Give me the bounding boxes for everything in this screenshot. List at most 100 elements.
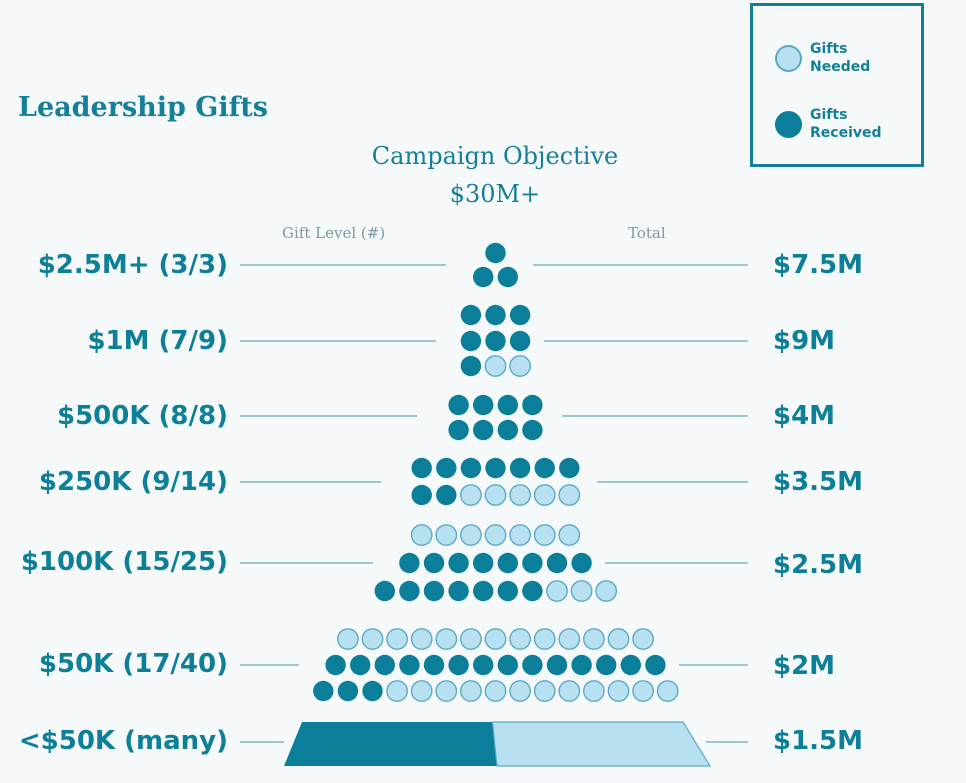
gift-received-dot — [645, 654, 666, 676]
gift-needed-dot — [558, 628, 581, 650]
gift-received-dot — [509, 457, 531, 479]
gift-received-dot — [522, 419, 543, 441]
gift-needed-dot — [435, 628, 458, 650]
gift-needed-dot — [632, 680, 654, 702]
gift-received-dot — [423, 552, 445, 574]
legend-needed-label: Gifts Needed — [810, 41, 871, 75]
level-total: $2M — [773, 651, 836, 681]
gift-needed-dot — [509, 524, 531, 546]
gift-needed-dot — [459, 628, 482, 650]
gift-received-dot — [399, 552, 420, 574]
base-received-segment — [284, 722, 497, 766]
gift-needed-dot — [484, 628, 507, 650]
level-total: $9M — [773, 326, 836, 356]
gift-received-dot — [460, 355, 482, 377]
gift-received-dot — [473, 552, 494, 574]
gift-needed-dot — [410, 524, 433, 546]
gift-received-dot — [596, 654, 617, 676]
gift-received-dot — [497, 419, 518, 441]
gift-needed-dot — [656, 680, 679, 702]
gift-received-dot — [411, 457, 432, 479]
base-needed-segment — [491, 721, 712, 767]
gift-needed-dot — [607, 680, 630, 702]
gift-needed-dot — [336, 628, 359, 650]
gift-received-dot — [473, 394, 494, 416]
gift-received-dot — [546, 654, 568, 676]
gift-received-dot — [522, 394, 543, 416]
gift-received-dot — [522, 580, 543, 602]
gift-received-dot — [546, 552, 568, 574]
legend-item-received: Gifts Received — [775, 106, 890, 142]
gift-received-dot — [534, 457, 555, 479]
gift-needed-dot — [361, 628, 384, 650]
gift-needed-dot — [558, 484, 581, 506]
gift-received-dot — [313, 680, 334, 702]
gift-needed-dot — [509, 484, 531, 506]
gift-needed-dot — [533, 680, 556, 702]
gift-received-dot — [350, 654, 371, 676]
gift-needed-dot — [570, 580, 593, 602]
gift-received-dot — [448, 419, 469, 441]
legend-item-needed: Gifts Needed — [775, 40, 890, 76]
gift-needed-dot — [509, 680, 531, 702]
gift-received-dot — [473, 654, 494, 676]
gift-received-dot — [522, 552, 543, 574]
gift-received-dot — [485, 242, 506, 264]
level-label: $500K (8/8) — [56, 401, 228, 431]
gift-received-dot — [497, 266, 518, 288]
gift-received-dot — [411, 484, 432, 506]
gift-received-dot — [497, 580, 518, 602]
gift-received-dot — [399, 654, 420, 676]
gift-received-dot — [497, 654, 518, 676]
level-label: $1M (7/9) — [87, 326, 228, 356]
objective-amount: $30M+ — [449, 180, 541, 208]
gift-received-dot — [460, 330, 482, 352]
gift-received-dot — [485, 330, 506, 352]
gift-needed-dot — [484, 355, 507, 377]
gift-received-dot — [436, 484, 457, 506]
gift-needed-dot — [583, 628, 605, 650]
gift-needed-dot — [607, 628, 630, 650]
gift-received-dot — [485, 457, 506, 479]
gift-received-dot — [571, 552, 592, 574]
gift-received-dot — [522, 654, 543, 676]
page-title: Leadership Gifts — [18, 92, 268, 123]
gift-needed-dot — [484, 484, 507, 506]
gift-needed-dot — [533, 524, 556, 546]
level-total: $7.5M — [773, 250, 864, 280]
gift-received-dot — [337, 680, 359, 702]
gift-received-dot — [448, 580, 469, 602]
gift-received-dot — [448, 552, 469, 574]
gift-needed-dot — [558, 680, 581, 702]
gift-received-dot — [448, 654, 469, 676]
gift-received-dot — [460, 304, 482, 326]
gift-needed-dot — [410, 680, 433, 702]
objective-heading: Campaign Objective — [371, 142, 619, 170]
gift-needed-dot — [533, 484, 556, 506]
gift-needed-dot — [509, 355, 531, 377]
legend-received-label: Gifts Received — [810, 107, 882, 141]
gift-received-dot — [559, 457, 580, 479]
level-label: $100K (15/25) — [20, 547, 228, 577]
gift-received-dot — [423, 654, 445, 676]
column-header-total: Total — [628, 224, 666, 242]
gift-needed-dot — [632, 628, 654, 650]
gift-received-dot — [448, 394, 469, 416]
gift-needed-dot — [410, 628, 433, 650]
gift-received-dot — [509, 330, 531, 352]
gift-received-dot — [497, 552, 518, 574]
gift-received-dot — [473, 580, 494, 602]
level-label: $250K (9/14) — [38, 467, 228, 497]
level-total: $1.5M — [773, 726, 864, 756]
level-total: $4M — [773, 401, 836, 431]
gift-received-dot — [485, 304, 506, 326]
gift-received-dot — [399, 580, 420, 602]
gift-needed-dot — [459, 524, 482, 546]
column-header-gift-level: Gift Level (#) — [282, 224, 386, 242]
gift-needed-dot — [484, 680, 507, 702]
gift-needed-dot — [533, 628, 556, 650]
gift-received-dot — [473, 266, 494, 288]
gift-needed-dot — [546, 580, 568, 602]
received-circle-icon — [775, 110, 802, 138]
